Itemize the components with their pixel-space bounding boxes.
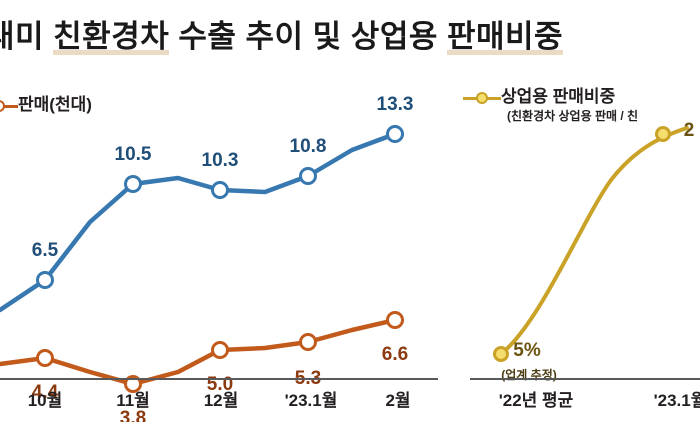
series-line-blue — [0, 131, 398, 313]
data-label-orange: 3.8 — [119, 408, 147, 422]
title-highlight-sales-share: 판매비중 — [446, 19, 564, 55]
title-highlight-eco-vehicle: 친환경차 — [53, 19, 170, 55]
left-axis-tick: 10월 — [27, 391, 63, 410]
left-chart-panel: 판매(천대) 6.5 10.5 10.3 10.8 13.3 — [0, 72, 441, 422]
right-chart-plot — [493, 126, 689, 362]
data-label-gold: 5% — [513, 340, 541, 361]
right-chart-axis-line — [470, 378, 700, 380]
left-axis-tick: 12월 — [203, 391, 239, 410]
data-label-gold: 2 — [683, 120, 695, 141]
data-point-orange — [124, 375, 142, 393]
data-label-blue: 6.5 — [31, 240, 59, 261]
title-prefix: 대미 — [0, 19, 45, 54]
data-label-orange: 6.6 — [381, 344, 409, 365]
data-point-orange — [211, 341, 229, 359]
data-point-blue — [36, 271, 54, 289]
data-point-blue — [124, 175, 142, 193]
data-point-gold — [655, 126, 671, 142]
left-chart-plot — [0, 125, 404, 393]
data-label-blue: 10.8 — [289, 136, 327, 157]
left-chart-axis-line — [0, 378, 438, 380]
right-axis-tick: '23.1월 — [653, 391, 700, 410]
right-chart-legend: 상업용 판매비중 (친환경차 상업용 판매 / 친 — [463, 86, 638, 124]
left-axis-tick: '23.1월 — [284, 391, 338, 410]
data-point-blue — [211, 181, 229, 199]
legend-label-sales: 판매(천대) — [18, 95, 92, 114]
page-title: 대미 친환경차 수출 추이 및 상업용 판매비중 — [0, 14, 564, 60]
left-axis-tick: 2월 — [385, 391, 411, 410]
data-point-orange — [299, 333, 317, 351]
data-point-blue — [299, 167, 317, 185]
series-line-orange — [0, 317, 398, 387]
right-axis-tick: '22년 평균 — [498, 391, 574, 410]
legend-sublabel-commercial-share: (친환경차 상업용 판매 / 친 — [507, 109, 639, 123]
data-label-blue: 10.3 — [201, 150, 239, 171]
chart-title-bar: 대미 친환경차 수출 추이 및 상업용 판매비중 — [0, 14, 700, 66]
right-chart-panel: 상업용 판매비중 (친환경차 상업용 판매 / 친 5% (업계 추정) 2 — [441, 72, 700, 422]
data-label-gold-note: (업계 추정) — [501, 368, 557, 382]
data-point-gold — [493, 346, 509, 362]
legend-marker-orange-icon — [0, 97, 18, 115]
data-label-orange: 4.4 — [31, 382, 59, 403]
legend-marker-gold-icon — [463, 89, 501, 107]
data-label-blue: 13.3 — [376, 94, 414, 115]
series-line-gold — [499, 126, 689, 356]
legend-label-commercial-share: 상업용 판매비중 — [501, 87, 616, 106]
left-chart-legend: 판매(천대) — [0, 94, 92, 115]
data-point-blue — [386, 125, 404, 143]
left-axis-tick: 11월 — [116, 391, 150, 410]
data-point-orange — [386, 311, 404, 329]
data-label-blue: 10.5 — [114, 144, 152, 165]
data-point-orange — [36, 349, 54, 367]
title-middle: 수출 추이 및 상업용 — [169, 19, 447, 54]
